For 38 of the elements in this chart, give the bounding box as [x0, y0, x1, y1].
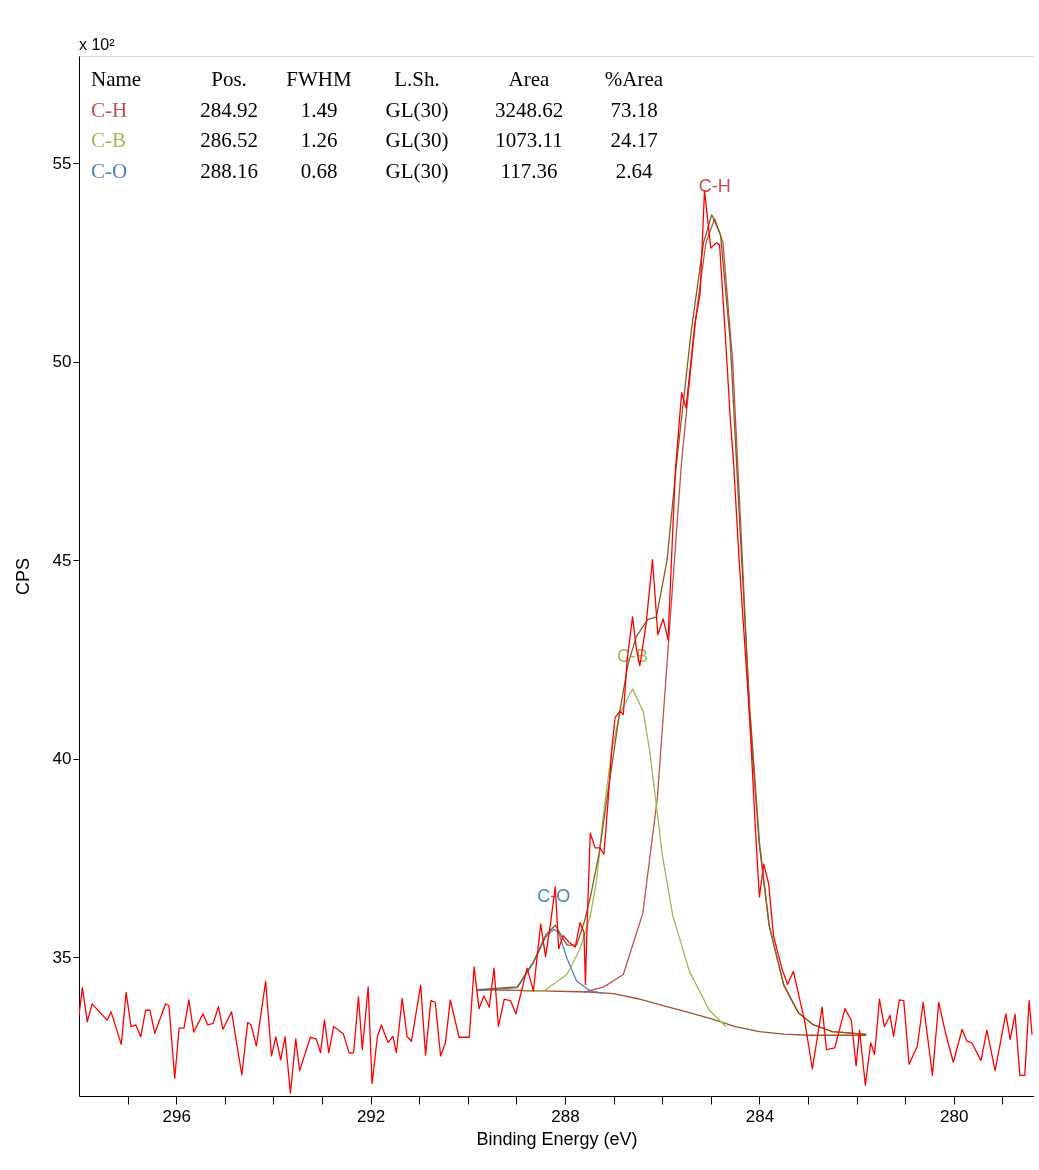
- x-tick-label: 296: [162, 1106, 191, 1126]
- y-axis-title: CPS: [12, 557, 33, 596]
- annotation: 1073.11: [495, 128, 563, 152]
- text: x 10²: [79, 36, 116, 53]
- x-tick-label: 284: [745, 1106, 775, 1126]
- x-axis-title: Binding Energy (eV): [476, 1128, 638, 1149]
- y-tick-label: 35: [52, 947, 72, 967]
- annotation: %Area: [604, 67, 664, 91]
- annotation: C-B: [91, 128, 127, 152]
- annotation: C-H: [91, 97, 128, 122]
- y-tick-label: 45: [52, 550, 72, 570]
- annotation: 1.26: [300, 128, 338, 152]
- annotation: 3248.62: [494, 97, 564, 122]
- annotation: Area: [508, 67, 551, 91]
- y-tick-label: 40: [52, 749, 72, 769]
- annotation: C-O: [91, 158, 128, 183]
- annotation: GL(30): [385, 97, 449, 122]
- x-tick-label: 292: [356, 1106, 386, 1126]
- annotation: 284.92: [200, 97, 258, 122]
- annotation: Name: [91, 67, 142, 91]
- annotation: 1.49: [300, 97, 338, 122]
- annotation: 0.68: [300, 158, 338, 183]
- annotation: 117.36: [500, 158, 558, 183]
- y-tick-label: 50: [52, 352, 72, 372]
- series-label: C-H: [698, 175, 731, 196]
- annotation: 73.18: [610, 97, 658, 122]
- annotation: 2.64: [615, 158, 653, 183]
- annotation: 288.16: [200, 158, 258, 183]
- annotation: GL(30): [385, 158, 449, 183]
- y-tick-label: 55: [52, 153, 72, 173]
- annotation: FWHM: [286, 67, 352, 91]
- x-tick-label: 280: [940, 1106, 969, 1126]
- annotation: 286.52: [200, 128, 258, 152]
- annotation: GL(30): [385, 128, 449, 152]
- x-tick-label: 288: [551, 1106, 580, 1126]
- annotation: L.Sh.: [394, 67, 440, 91]
- annotation: 24.17: [610, 128, 658, 152]
- annotation: Pos.: [211, 67, 247, 91]
